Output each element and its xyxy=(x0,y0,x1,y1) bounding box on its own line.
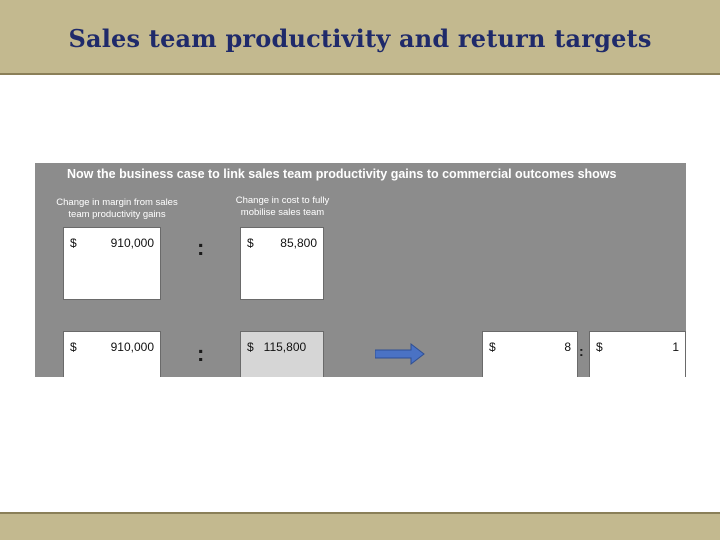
margin-value-box-row1: $ 910,000 xyxy=(63,227,161,300)
business-case-panel: Now the business case to link sales team… xyxy=(35,163,686,377)
margin-value-box-row2: $ 910,000 xyxy=(63,331,161,377)
currency-symbol: $ xyxy=(247,236,254,250)
cost-amount: $ 115,800 xyxy=(247,340,307,354)
ratio-separator-row2: : xyxy=(197,341,205,366)
currency-symbol: $ xyxy=(596,340,603,354)
ratio-left-value: 8 xyxy=(564,340,571,354)
ratio-separator-result: : xyxy=(579,343,584,359)
ratio-right-box: $ 1 xyxy=(589,331,686,377)
cost-value-box-row2: $ 115,800 xyxy=(240,331,324,377)
ratio-right-value: 1 xyxy=(672,340,679,354)
margin-amount: 910,000 xyxy=(110,340,154,354)
margin-change-label: Change in margin from sales team product… xyxy=(56,197,178,220)
header-band: Sales team productivity and return targe… xyxy=(0,0,720,75)
currency-symbol: $ xyxy=(489,340,496,354)
margin-amount: 910,000 xyxy=(110,236,154,250)
right-arrow-icon xyxy=(375,343,425,365)
currency-symbol: $ xyxy=(70,236,77,250)
panel-heading: Now the business case to link sales team… xyxy=(67,167,617,181)
currency-symbol: $ xyxy=(70,340,77,354)
footer-band xyxy=(0,512,720,540)
cost-change-label: Change in cost to fully mobilise sales t… xyxy=(235,195,330,218)
ratio-left-box: $ 8 xyxy=(482,331,578,377)
slide-title: Sales team productivity and return targe… xyxy=(68,24,652,53)
ratio-separator-row1: : xyxy=(197,235,205,260)
cost-amount: 85,800 xyxy=(280,236,317,250)
cost-value-box-row1: $ 85,800 xyxy=(240,227,324,300)
